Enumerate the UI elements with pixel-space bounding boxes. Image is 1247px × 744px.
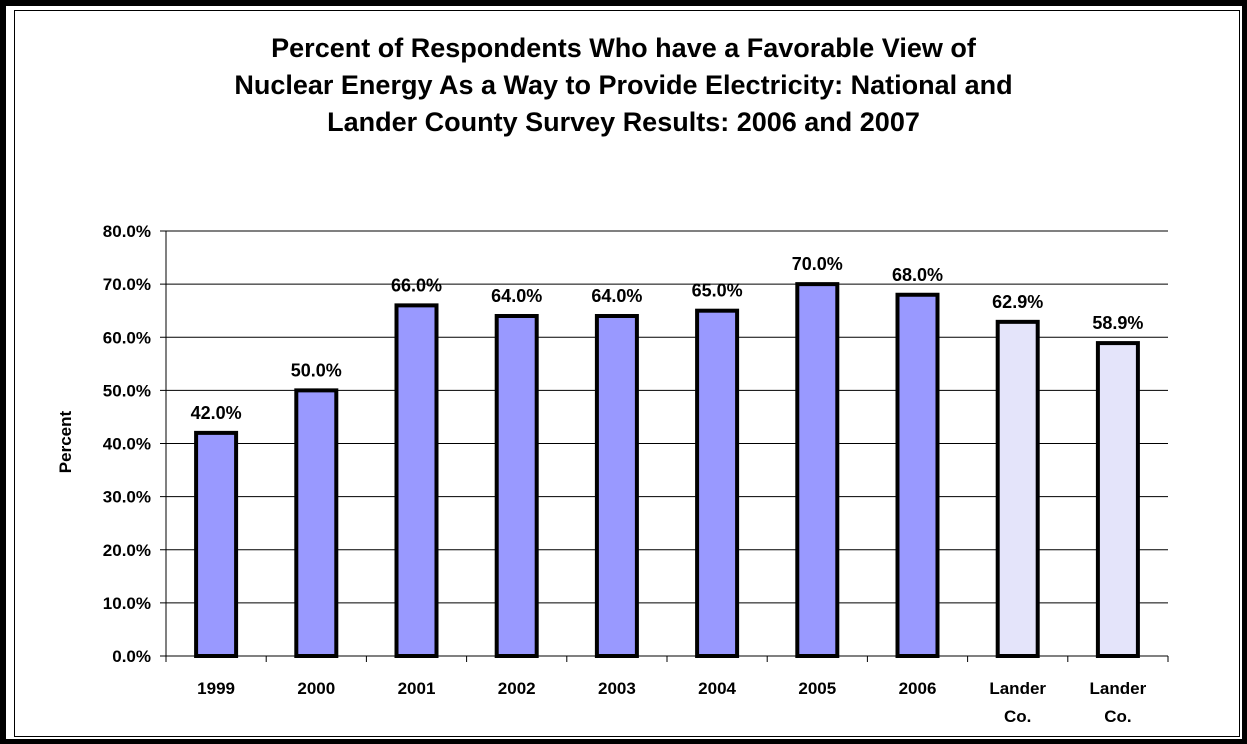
bar xyxy=(1095,341,1140,658)
x-tick-label: Lander Co. xyxy=(1090,679,1147,726)
x-tick-label: 2005 xyxy=(798,679,836,698)
bar xyxy=(795,282,840,658)
data-label: 64.0% xyxy=(491,286,542,306)
y-tick-label: 80.0% xyxy=(103,222,151,241)
y-tick-label: 20.0% xyxy=(103,541,151,560)
y-axis-label: Percent xyxy=(56,410,75,473)
bar xyxy=(194,430,239,658)
data-labels: 42.0% 50.0% 66.0% 64.0% 64.0% 65.0% 70.0% 68.0%… xyxy=(191,254,1144,423)
bar xyxy=(594,314,639,658)
x-tick-label: 2001 xyxy=(398,679,436,698)
data-label: 70.0% xyxy=(792,254,843,274)
y-tick-label: 30.0% xyxy=(103,488,151,507)
y-tick-label: 50.0% xyxy=(103,381,151,400)
y-tick-label: 10.0% xyxy=(103,594,151,613)
bar xyxy=(895,292,940,658)
y-tick-label: 40.0% xyxy=(103,435,151,454)
y-tick-labels: 0.0% 10.0% 20.0% 30.0% 40.0% 50.0% 60.0% 70.0% 8… xyxy=(103,222,151,666)
x-tick-label: 2003 xyxy=(598,679,636,698)
bar xyxy=(494,314,539,658)
bar xyxy=(995,319,1040,658)
x-tick-labels: 1999 2000 2001 2002 2003 2004 2005 2006 Lander Co… xyxy=(197,679,1146,726)
y-tick-label: 70.0% xyxy=(103,275,151,294)
x-tick-label: Lander Co. xyxy=(989,679,1046,726)
data-label: 42.0% xyxy=(191,403,242,423)
bars xyxy=(194,282,1140,658)
data-label: 58.9% xyxy=(1092,313,1143,333)
data-label: 62.9% xyxy=(992,292,1043,312)
bar xyxy=(294,388,339,658)
data-label: 64.0% xyxy=(591,286,642,306)
y-tick-label: 0.0% xyxy=(112,647,151,666)
bar xyxy=(695,308,740,658)
data-label: 66.0% xyxy=(391,275,442,295)
x-tick-label: 2006 xyxy=(899,679,937,698)
data-label: 50.0% xyxy=(291,360,342,380)
chart-area-border xyxy=(14,10,1240,737)
x-tick-label: 2004 xyxy=(698,679,736,698)
y-tick-label: 60.0% xyxy=(103,328,151,347)
bar xyxy=(394,303,439,658)
axes xyxy=(160,230,1169,662)
chart-title: Percent of Respondents Who have a Favora… xyxy=(234,33,1013,137)
data-label: 68.0% xyxy=(892,265,943,285)
data-label: 65.0% xyxy=(692,281,743,301)
x-tick-label: 2000 xyxy=(297,679,335,698)
x-tick-label: 2002 xyxy=(498,679,536,698)
x-tick-label: 1999 xyxy=(197,679,235,698)
